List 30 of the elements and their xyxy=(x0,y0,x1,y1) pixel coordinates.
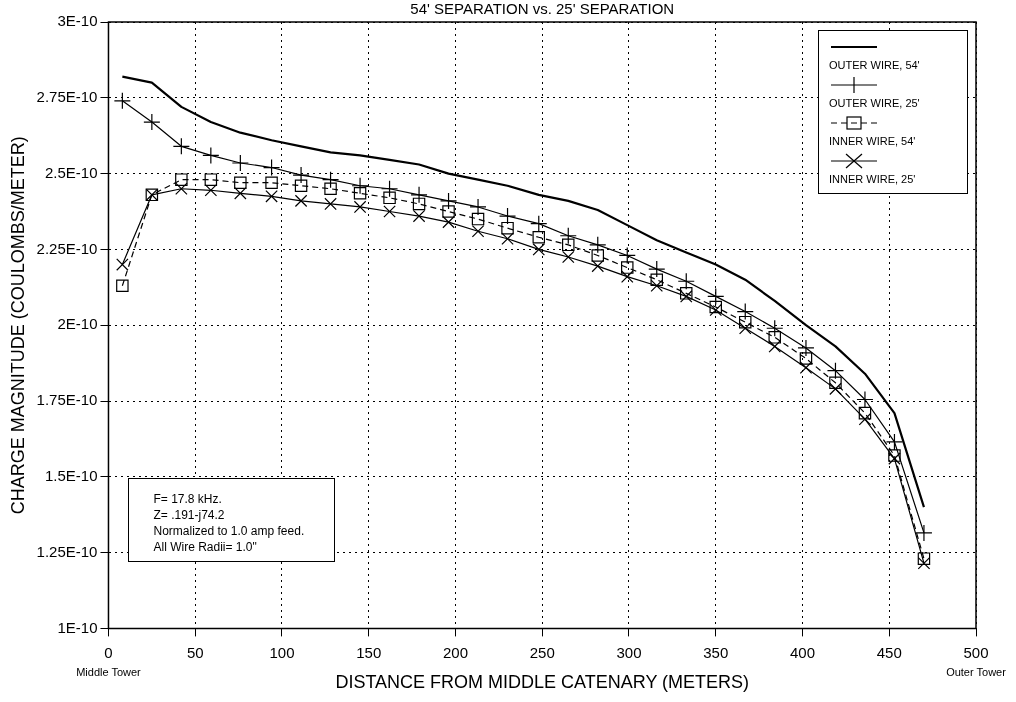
y-tick-label: 2.75E-10 xyxy=(36,87,98,105)
chart-title: 54' SEPARATION vs. 25' SEPARATION xyxy=(410,0,675,17)
x-tick-label: 250 xyxy=(529,643,555,661)
x-tick-label: 450 xyxy=(876,643,902,661)
legend-label: OUTER WIRE, 25' xyxy=(829,97,921,109)
y-tick-label: 2E-10 xyxy=(57,315,98,333)
x-tick-label: 300 xyxy=(616,643,642,661)
y-tick-label: 1.25E-10 xyxy=(36,542,98,560)
y-tick-label: 1.75E-10 xyxy=(36,391,98,409)
x-tick-label: 350 xyxy=(703,643,729,661)
y-tick-label: 1.5E-10 xyxy=(44,466,98,484)
x-axis-title: DISTANCE FROM MIDDLE CATENARY (METERS) xyxy=(335,672,750,693)
x-tick-label: 500 xyxy=(963,643,989,661)
y-tick-label: 3E-10 xyxy=(57,12,98,30)
text: Middle Tower xyxy=(76,666,142,679)
y-tick-label: 2.25E-10 xyxy=(36,239,98,257)
x-tick-label: 150 xyxy=(356,643,382,661)
note-box: F= 17.8 kHz. Z= .191-j74.2 Normalized to 1.0 amp feed. All Wire Radii= 1.0" xyxy=(128,478,336,563)
legend-label: OUTER WIRE, 54' xyxy=(829,59,921,71)
y-tick-label: 2.5E-10 xyxy=(44,163,98,181)
legend-label: INNER WIRE, 54' xyxy=(829,135,917,147)
text: Outer Tower xyxy=(946,666,1007,679)
x-tick-label: 200 xyxy=(442,643,468,661)
x-tick-label: 0 xyxy=(104,643,113,661)
y-axis-title: CHARGE MAGNITUDE (COULOMBS/METER) xyxy=(7,136,28,515)
x-tick-label: 400 xyxy=(789,643,816,661)
x-tick-label: 100 xyxy=(269,643,295,661)
x-tick-label: 50 xyxy=(186,643,204,661)
y-tick-label: 1E-10 xyxy=(57,618,98,636)
legend-label: INNER WIRE, 25' xyxy=(829,173,917,185)
